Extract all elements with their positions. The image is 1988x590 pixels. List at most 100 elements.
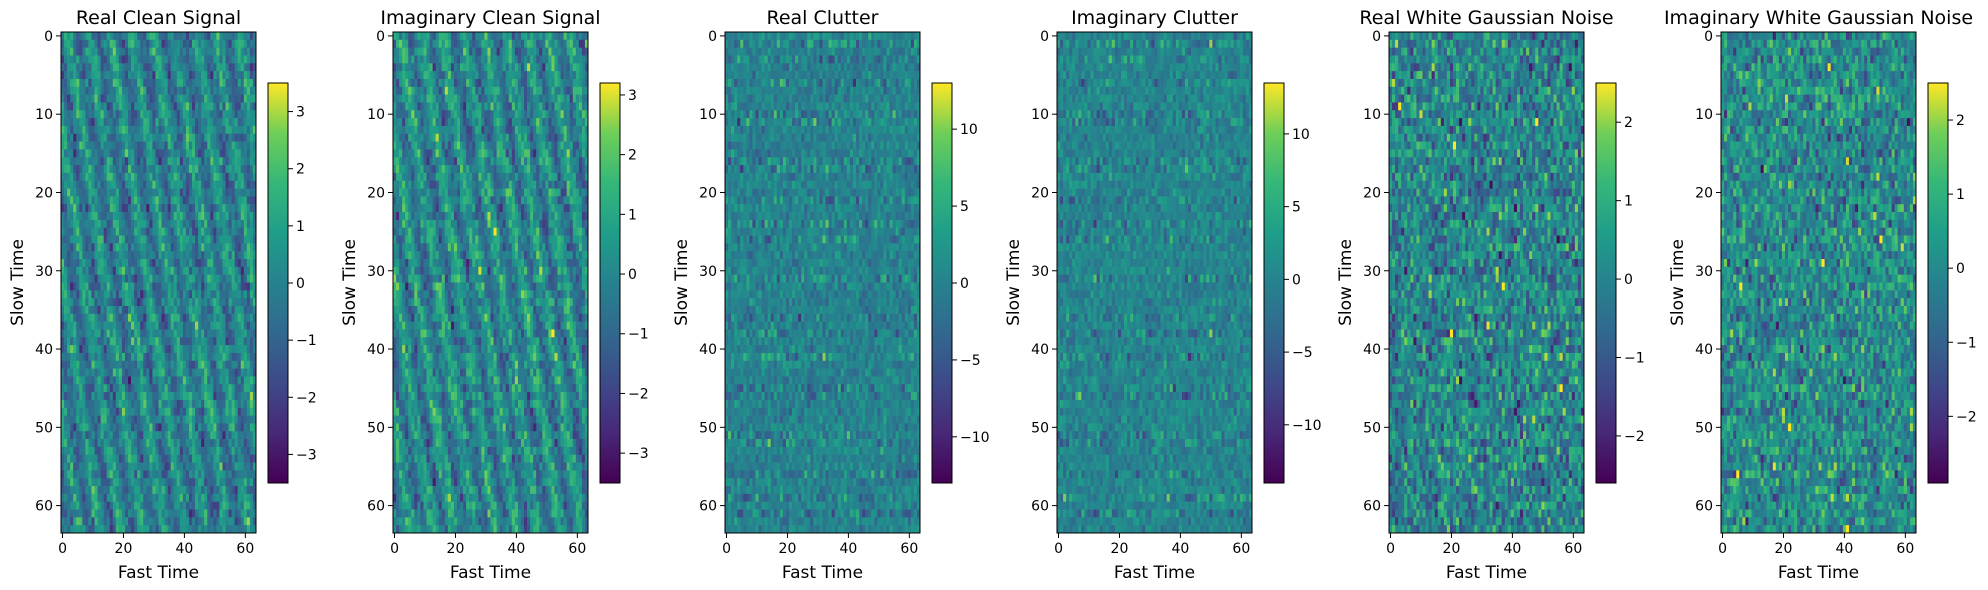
heatmap-cell [152, 408, 155, 416]
heatmap-cell [155, 55, 158, 63]
heatmap-cell [91, 431, 94, 439]
heatmap-cell [180, 149, 183, 157]
heatmap-cell [73, 110, 76, 118]
heatmap-cell [457, 63, 460, 71]
heatmap-cell [222, 447, 225, 455]
heatmap-cell [137, 126, 140, 134]
heatmap-cell [128, 447, 131, 455]
heatmap-cell [152, 283, 155, 291]
heatmap-cell [143, 102, 146, 110]
heatmap-cell [67, 384, 70, 392]
heatmap-cell [165, 306, 168, 314]
heatmap-cell [76, 157, 79, 165]
heatmap-cell [219, 196, 222, 204]
heatmap-cell [222, 337, 225, 345]
heatmap-cell [232, 196, 235, 204]
heatmap-cell [216, 290, 219, 298]
heatmap-cell [174, 142, 177, 150]
heatmap-cell [131, 463, 134, 471]
heatmap-cell [241, 87, 244, 95]
heatmap-cell [219, 212, 222, 220]
heatmap-cell [104, 290, 107, 298]
heatmap-cell [107, 478, 110, 486]
heatmap-cell [439, 71, 442, 79]
heatmap-cell [213, 463, 216, 471]
heatmap-cell [448, 63, 451, 71]
heatmap-cell [110, 525, 113, 533]
heatmap-cell [131, 142, 134, 150]
heatmap-cell [423, 40, 426, 48]
heatmap-cell [436, 63, 439, 71]
heatmap-cell [152, 384, 155, 392]
heatmap-cell [152, 40, 155, 48]
heatmap-cell [210, 447, 213, 455]
heatmap-cell [542, 102, 545, 110]
heatmap-cell [82, 306, 85, 314]
heatmap-cell [88, 400, 91, 408]
heatmap-cell [140, 455, 143, 463]
heatmap-cell [171, 337, 174, 345]
heatmap-cell [67, 439, 70, 447]
heatmap-cell [201, 149, 204, 157]
heatmap-cell [168, 55, 171, 63]
heatmap-cell [95, 71, 98, 79]
heatmap-cell [143, 142, 146, 150]
heatmap-cell [247, 212, 250, 220]
heatmap-cell [119, 71, 122, 79]
heatmap-cell [152, 102, 155, 110]
heatmap-cell [88, 283, 91, 291]
heatmap-cell [162, 517, 165, 525]
heatmap-cell [192, 298, 195, 306]
heatmap-cell [247, 79, 250, 87]
heatmap-cell [137, 189, 140, 197]
heatmap-cell [213, 283, 216, 291]
heatmap-cell [503, 32, 506, 40]
heatmap-cell [64, 478, 67, 486]
heatmap-cell [143, 376, 146, 384]
heatmap-cell [165, 220, 168, 228]
heatmap-cell [396, 134, 399, 142]
heatmap-cell [405, 134, 408, 142]
heatmap-cell [393, 63, 396, 71]
heatmap-cell [61, 55, 64, 63]
heatmap-cell [222, 283, 225, 291]
heatmap-cell [551, 32, 554, 40]
heatmap-cell [98, 251, 101, 259]
heatmap-cell [107, 267, 110, 275]
heatmap-cell [238, 525, 241, 533]
heatmap-cell [162, 337, 165, 345]
heatmap-cell [204, 189, 207, 197]
heatmap-cell [235, 181, 238, 189]
heatmap-cell [104, 87, 107, 95]
heatmap-cell [484, 71, 487, 79]
heatmap-cell [509, 95, 512, 103]
heatmap-cell [155, 322, 158, 330]
heatmap-cell [149, 236, 152, 244]
heatmap-cell [393, 48, 396, 56]
heatmap-cell [445, 32, 448, 40]
heatmap-cell [250, 486, 253, 494]
heatmap-cell [70, 455, 73, 463]
heatmap-cell [119, 470, 122, 478]
heatmap-cell [235, 392, 238, 400]
heatmap-cell [213, 510, 216, 518]
heatmap-cell [104, 416, 107, 424]
heatmap-cell [88, 267, 91, 275]
heatmap-cell [125, 118, 128, 126]
heatmap-cell [61, 400, 64, 408]
heatmap-cell [183, 408, 186, 416]
heatmap-cell [195, 32, 198, 40]
heatmap-cell [494, 40, 497, 48]
heatmap-cell [192, 243, 195, 251]
heatmap-cell [146, 486, 149, 494]
heatmap-cell [417, 126, 420, 134]
heatmap-cell [454, 48, 457, 56]
heatmap-cell [174, 525, 177, 533]
heatmap-cell [216, 55, 219, 63]
heatmap-cell [207, 423, 210, 431]
heatmap-cell [204, 361, 207, 369]
heatmap-cell [222, 486, 225, 494]
heatmap-cell [186, 517, 189, 525]
heatmap-cell [128, 134, 131, 142]
heatmap-cell [195, 243, 198, 251]
